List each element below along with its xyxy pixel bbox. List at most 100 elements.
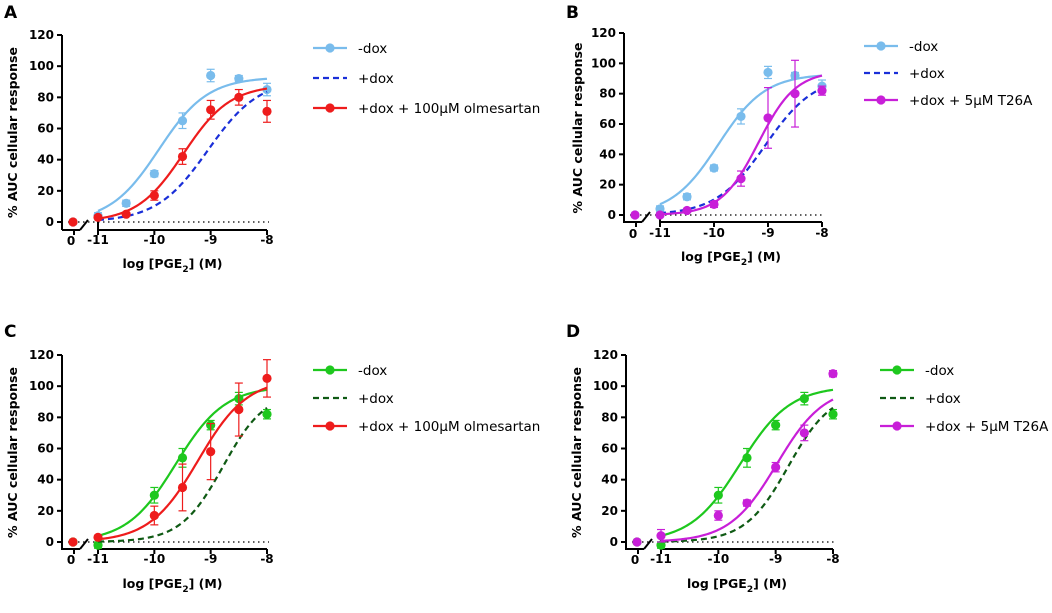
data-point bbox=[709, 163, 719, 173]
legend-swatch-marker bbox=[325, 43, 335, 53]
data-point bbox=[771, 420, 781, 430]
y-tick-label: 120 bbox=[29, 28, 54, 42]
data-point bbox=[234, 404, 244, 415]
x-tick-label: -10 bbox=[707, 552, 729, 566]
x-tick-label: -11 bbox=[650, 552, 672, 566]
data-point bbox=[149, 510, 159, 521]
data-point bbox=[736, 111, 746, 122]
x-tick-label: -8 bbox=[826, 552, 839, 566]
data-point-zero bbox=[632, 537, 642, 547]
legend-label: +dox bbox=[909, 66, 945, 82]
legend-swatch-marker bbox=[325, 421, 335, 431]
x-axis-title: log [PGE2] (M) bbox=[687, 576, 787, 595]
y-tick-label: 80 bbox=[601, 410, 618, 424]
data-point bbox=[234, 74, 244, 84]
series-3: +dox + 100μM olmesartan bbox=[68, 359, 540, 547]
legend-swatch-marker bbox=[876, 41, 886, 51]
data-point bbox=[93, 212, 103, 222]
data-point bbox=[206, 447, 216, 457]
series-1: -dox bbox=[68, 363, 387, 550]
data-point bbox=[656, 531, 666, 541]
x-tick-label: -11 bbox=[87, 233, 109, 247]
y-tick-label: 60 bbox=[37, 442, 54, 456]
data-point bbox=[817, 86, 827, 96]
panel-b: B 0 20 40 60 80 100 120 % AUC cellular response 0… bbox=[566, 3, 1033, 268]
y-tick-label: 100 bbox=[593, 379, 618, 393]
y-tick-label: 120 bbox=[593, 348, 618, 362]
data-point bbox=[828, 409, 838, 419]
panel-letter: B bbox=[566, 3, 579, 23]
series-3: +dox + 100μM olmesartan bbox=[68, 87, 540, 227]
data-point bbox=[234, 92, 244, 102]
x-tick-label: -10 bbox=[703, 226, 725, 240]
x-axis-break bbox=[79, 538, 89, 550]
x-tick-label: 0 bbox=[67, 234, 75, 248]
data-point bbox=[682, 192, 692, 202]
data-point bbox=[713, 490, 723, 500]
y-tick-label: 60 bbox=[601, 442, 618, 456]
data-point bbox=[736, 174, 746, 184]
legend-label: -dox bbox=[358, 41, 387, 57]
y-tick-label: 120 bbox=[591, 26, 616, 40]
x-tick-label: -8 bbox=[260, 552, 273, 566]
x-tick-label: -8 bbox=[260, 233, 273, 247]
data-point-zero bbox=[68, 537, 78, 547]
y-tick-label: 80 bbox=[37, 410, 54, 424]
panel-c: C 0 20 40 60 80 100 120 % AUC cellular response 0… bbox=[4, 322, 540, 595]
panel-letter: A bbox=[4, 3, 18, 23]
y-tick-label: 20 bbox=[37, 184, 54, 198]
y-axis-title: % AUC cellular response bbox=[570, 43, 585, 214]
y-tick-label: 60 bbox=[599, 117, 616, 131]
y-tick-label: 60 bbox=[37, 122, 54, 136]
y-tick-label: 20 bbox=[37, 504, 54, 518]
fit-curve bbox=[660, 406, 834, 543]
fit-curve bbox=[97, 90, 268, 222]
legend-label: +dox + 100μM olmesartan bbox=[358, 419, 540, 435]
panel-d: D 0 20 40 60 80 100 120 % AUC cellular response 0… bbox=[566, 322, 1049, 595]
data-point bbox=[763, 113, 773, 123]
series-2: +dox bbox=[659, 66, 945, 215]
x-tick-label: -9 bbox=[204, 552, 217, 566]
y-tick-label: 40 bbox=[601, 473, 618, 487]
panel-letter: D bbox=[566, 322, 580, 342]
series-2: +dox bbox=[97, 71, 394, 222]
y-tick-label: 0 bbox=[46, 215, 54, 229]
legend-label: +dox bbox=[925, 391, 961, 407]
series-3: +dox + 5μM T26A bbox=[632, 369, 1049, 547]
legend-swatch-marker bbox=[876, 95, 886, 105]
series-3: +dox + 5μM T26A bbox=[630, 59, 1033, 220]
panel-a: A 0 20 40 60 80 100 120 % AUC cellular response 0… bbox=[4, 3, 540, 275]
legend-label: -dox bbox=[358, 363, 387, 379]
data-point bbox=[682, 205, 692, 216]
data-point bbox=[149, 490, 159, 500]
series-1: -dox bbox=[632, 363, 954, 550]
data-point bbox=[742, 453, 752, 463]
data-point-zero bbox=[630, 210, 640, 220]
x-tick-label: -8 bbox=[815, 226, 828, 240]
data-point bbox=[799, 394, 809, 404]
data-point bbox=[206, 105, 216, 115]
data-point bbox=[262, 106, 272, 116]
y-tick-label: 100 bbox=[29, 59, 54, 73]
data-point bbox=[828, 369, 838, 379]
data-point bbox=[177, 453, 188, 463]
y-tick-label: 0 bbox=[46, 535, 54, 549]
x-tick-label: -9 bbox=[204, 233, 217, 247]
x-axis-title: log [PGE2] (M) bbox=[681, 249, 781, 268]
data-point bbox=[177, 116, 188, 126]
x-tick-label: 0 bbox=[629, 227, 637, 241]
data-point bbox=[177, 482, 188, 493]
data-point bbox=[206, 70, 216, 81]
y-tick-label: 40 bbox=[599, 147, 616, 161]
panel-letter: C bbox=[4, 322, 16, 342]
y-tick-label: 120 bbox=[29, 348, 54, 362]
data-point bbox=[763, 67, 773, 78]
x-tick-label: 0 bbox=[67, 553, 75, 567]
fit-curve bbox=[660, 398, 834, 542]
y-tick-label: 0 bbox=[608, 208, 616, 222]
data-point bbox=[713, 510, 723, 521]
y-tick-label: 100 bbox=[591, 56, 616, 70]
y-axis-title: % AUC cellular response bbox=[569, 367, 584, 538]
legend-swatch-marker bbox=[892, 421, 902, 431]
data-point bbox=[656, 540, 666, 550]
